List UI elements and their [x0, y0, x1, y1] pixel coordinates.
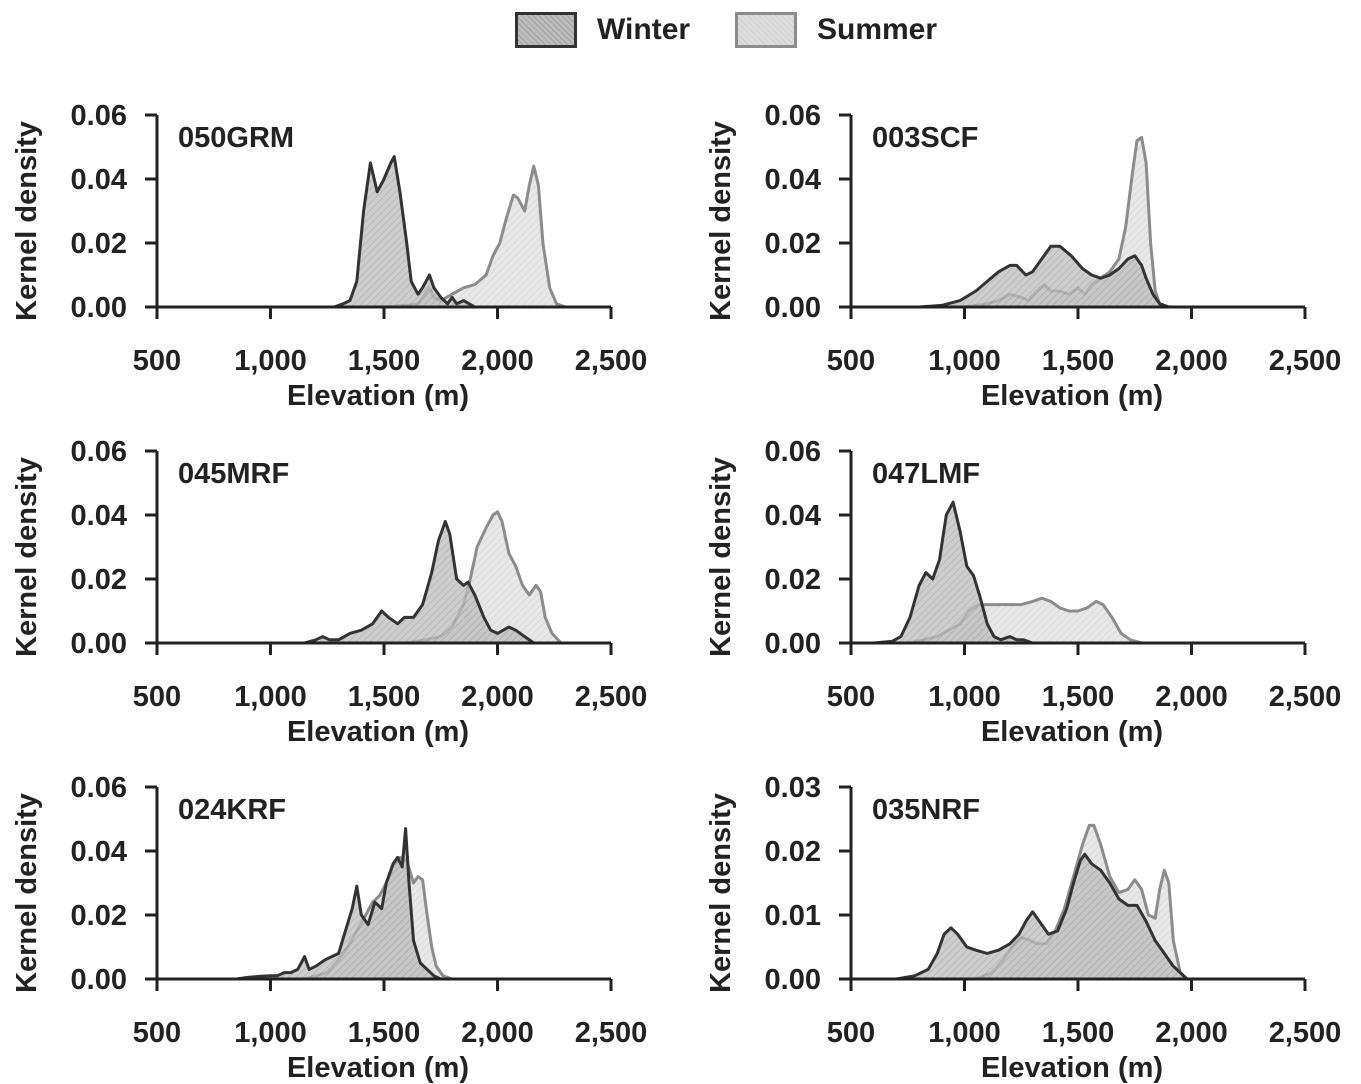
y-tick-label: 0.06 [71, 772, 127, 804]
area-winter [851, 854, 1305, 979]
x-tick-label: 2,500 [1269, 681, 1342, 713]
y-tick-label: 0.06 [765, 100, 821, 132]
legend-swatch-winter [515, 12, 577, 48]
x-tick-label: 2,000 [461, 681, 534, 713]
x-tick-label: 1,500 [1042, 345, 1115, 377]
panel-1: 0.00 0.02 0.04 0.06 500 1,000 1,500 2,000 2,500 E… [705, 100, 1341, 412]
x-tick-label: 2,000 [1155, 1017, 1228, 1049]
x-tick-label: 500 [827, 1017, 875, 1049]
y-axis-title: Kernel density [705, 793, 737, 993]
panel-2: 0.00 0.02 0.04 0.06 500 1,000 1,500 2,000 2,500 E… [11, 436, 647, 748]
x-tick-label: 2,000 [1155, 345, 1228, 377]
legend-label-summer: Summer [817, 13, 938, 46]
line-winter [157, 827, 611, 981]
y-axis-title: Kernel density [11, 121, 43, 321]
y-axis-title: Kernel density [705, 121, 737, 321]
x-tick-label: 1,500 [1042, 681, 1115, 713]
y-tick-label: 0.06 [71, 100, 127, 132]
x-tick-label: 2,000 [461, 345, 534, 377]
panel-title: 047LMF [872, 458, 980, 490]
y-tick-label: 0.00 [71, 628, 127, 660]
x-axis-title: Elevation (m) [287, 716, 469, 748]
area-winter [851, 246, 1305, 307]
y-axis-title: Kernel density [11, 457, 43, 657]
x-tick-label: 1,500 [348, 1017, 421, 1049]
y-tick-label: 0.04 [71, 500, 127, 532]
area-summer [157, 511, 611, 643]
y-tick-label: 0.04 [71, 164, 127, 196]
y-tick-label: 0.00 [765, 292, 821, 324]
line-winter [851, 244, 1305, 309]
x-axis-title: Elevation (m) [981, 1052, 1163, 1084]
y-tick-label: 0.04 [765, 500, 821, 532]
x-tick-label: 2,500 [575, 681, 648, 713]
legend-item-summer: Summer [735, 10, 937, 50]
y-tick-label: 0.03 [765, 772, 821, 804]
x-tick-label: 2,500 [575, 345, 648, 377]
panel-3: 0.00 0.02 0.04 0.06 500 1,000 1,500 2,000 2,500 E… [705, 436, 1341, 748]
y-tick-label: 0.04 [71, 836, 127, 868]
x-tick-label: 1,000 [234, 1017, 307, 1049]
x-tick-label: 500 [827, 681, 875, 713]
x-axis-title: Elevation (m) [981, 380, 1163, 412]
legend-label-winter: Winter [597, 13, 691, 46]
x-axis-title: Elevation (m) [287, 380, 469, 412]
y-tick-label: 0.02 [765, 836, 821, 868]
line-winter [851, 852, 1305, 981]
x-tick-label: 1,500 [1042, 1017, 1115, 1049]
y-tick-label: 0.02 [71, 564, 127, 596]
panel-0: 0.00 0.02 0.04 0.06 500 1,000 1,500 2,000 2,500 E… [11, 100, 647, 412]
y-tick-label: 0.02 [765, 228, 821, 260]
y-tick-label: 0.01 [765, 900, 821, 932]
y-tick-label: 0.06 [765, 436, 821, 468]
area-winter [157, 156, 611, 307]
x-tick-label: 500 [827, 345, 875, 377]
area-winter [851, 502, 1305, 643]
panel-title: 050GRM [178, 122, 294, 154]
x-tick-label: 1,500 [348, 345, 421, 377]
legend-swatch-summer [735, 12, 797, 48]
y-tick-label: 0.00 [765, 628, 821, 660]
y-tick-label: 0.02 [71, 900, 127, 932]
x-tick-label: 500 [133, 1017, 181, 1049]
panel-4: 0.00 0.02 0.04 0.06 500 1,000 1,500 2,000 2,500 E… [11, 772, 647, 1084]
y-tick-label: 0.04 [765, 164, 821, 196]
line-winter [157, 155, 611, 309]
x-tick-label: 1,500 [348, 681, 421, 713]
x-axis-title: Elevation (m) [287, 1052, 469, 1084]
x-tick-label: 1,000 [234, 681, 307, 713]
x-tick-label: 1,000 [928, 681, 1001, 713]
y-axis-title: Kernel density [11, 793, 43, 993]
y-tick-label: 0.02 [765, 564, 821, 596]
x-tick-label: 500 [133, 345, 181, 377]
panel-title: 035NRF [872, 794, 980, 826]
panel-title: 024KRF [178, 794, 286, 826]
y-tick-label: 0.00 [71, 964, 127, 996]
x-axis-title: Elevation (m) [981, 716, 1163, 748]
panel-5: 0.00 0.01 0.02 0.03 500 1,000 1,500 2,000 2,500 E… [705, 772, 1341, 1084]
x-tick-label: 1,000 [928, 1017, 1001, 1049]
x-tick-label: 2,000 [1155, 681, 1228, 713]
line-winter [851, 500, 1305, 645]
area-summer [157, 166, 611, 307]
x-tick-label: 1,000 [928, 345, 1001, 377]
x-tick-label: 1,000 [234, 345, 307, 377]
y-tick-label: 0.00 [765, 964, 821, 996]
y-tick-label: 0.00 [71, 292, 127, 324]
y-tick-label: 0.02 [71, 228, 127, 260]
x-tick-label: 500 [133, 681, 181, 713]
line-winter [157, 519, 611, 645]
panel-title: 045MRF [178, 458, 289, 490]
x-tick-label: 2,500 [1269, 1017, 1342, 1049]
x-tick-label: 2,000 [461, 1017, 534, 1049]
x-tick-label: 2,500 [575, 1017, 648, 1049]
area-winter [157, 521, 611, 643]
legend: Winter Summer [0, 0, 1361, 60]
y-tick-label: 0.06 [71, 436, 127, 468]
x-tick-label: 2,500 [1269, 345, 1342, 377]
panel-title: 003SCF [872, 122, 978, 154]
y-axis-title: Kernel density [705, 457, 737, 657]
legend-item-winter: Winter [515, 10, 690, 50]
